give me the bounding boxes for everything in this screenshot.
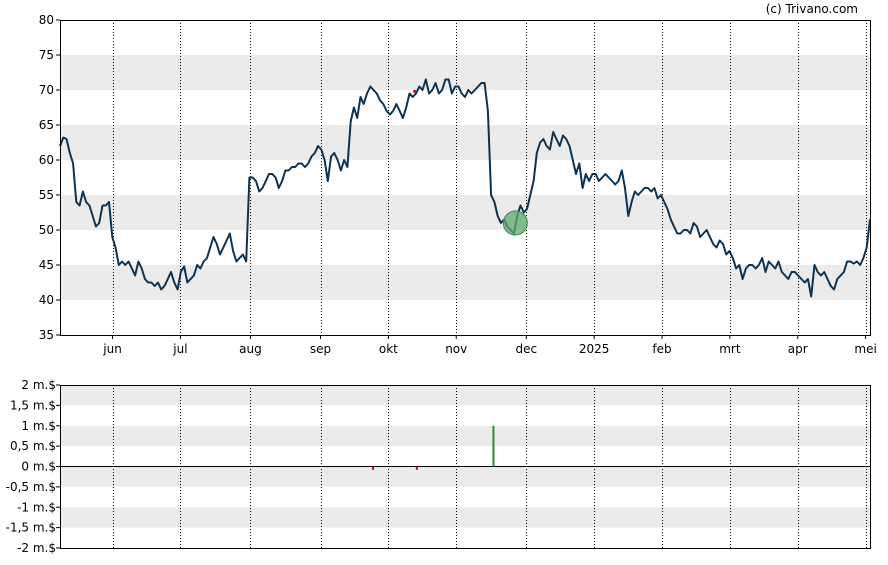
price-x-tick-labels: jun jul aug sep okt nov dec 2025 feb mrt apr mei — [102, 335, 877, 356]
volume-bands — [60, 385, 870, 528]
price-x-tick-label-6: dec — [515, 342, 537, 356]
price-x-tick-label-1: jul — [172, 342, 187, 356]
volume-band-2 — [60, 466, 870, 487]
price-bands — [60, 55, 870, 300]
price-y-tick-label-0: 80 — [39, 13, 54, 27]
price-x-tick-label-7: 2025 — [579, 342, 610, 356]
price-markers — [413, 89, 528, 236]
price-y-tick-label-6: 50 — [39, 223, 54, 237]
dividend-marker-dot — [413, 89, 417, 93]
credit-label: (c) Trivano.com — [766, 2, 858, 16]
volume-bars — [60, 425, 870, 470]
price-x-tick-label-8: feb — [652, 342, 671, 356]
price-x-tick-label-10: apr — [788, 342, 808, 356]
volume-y-tick-label-7: -1,5 m.$ — [6, 521, 56, 535]
volume-band-3 — [60, 507, 870, 528]
event-marker-circle — [502, 210, 528, 236]
price-plot-frame — [60, 20, 871, 336]
price-x-tick-label-5: nov — [445, 342, 467, 356]
volume-band-0 — [60, 385, 870, 406]
price-y-tick-label-5: 55 — [39, 188, 54, 202]
volume-y-tick-label-1: 1,5 m.$ — [10, 398, 56, 412]
price-band-2 — [60, 195, 870, 230]
price-x-tick-label-0: jun — [102, 342, 122, 356]
volume-y-tick-label-6: -1 m.$ — [17, 500, 56, 514]
price-line-group — [59, 78, 871, 298]
volume-y-tick-label-2: 1 m.$ — [21, 419, 56, 433]
price-frame — [60, 20, 871, 336]
volume-frame — [60, 385, 871, 549]
price-y-tick-label-9: 35 — [39, 328, 54, 342]
volume-y-tick-label-3: 0,5 m.$ — [10, 439, 56, 453]
volume-y-tick-labels: 2 m.$ 1,5 m.$ 1 m.$ 0,5 m.$ 0 m.$ -0,5 m.$ -1 … — [6, 378, 60, 555]
price-x-tick-label-4: okt — [379, 342, 398, 356]
price-x-tick-label-11: mei — [854, 342, 876, 356]
volume-plot-frame — [60, 385, 871, 549]
price-band-0 — [60, 55, 870, 90]
price-y-tick-label-7: 45 — [39, 258, 54, 272]
price-x-tick-label-9: mrt — [719, 342, 741, 356]
price-y-tick-label-1: 75 — [39, 48, 54, 62]
price-x-tick-label-3: sep — [310, 342, 331, 356]
price-y-tick-labels: 80 75 70 65 60 55 50 45 40 35 — [39, 13, 60, 342]
price-series-line — [59, 78, 871, 298]
volume-band-1 — [60, 425, 870, 447]
price-y-tick-label-2: 70 — [39, 83, 54, 97]
volume-y-tick-label-5: -0,5 m.$ — [6, 480, 56, 494]
volume-y-tick-label-4: 0 m.$ — [21, 460, 56, 474]
price-y-tick-label-4: 60 — [39, 153, 54, 167]
price-x-tick-label-2: aug — [239, 342, 262, 356]
price-band-1 — [60, 125, 870, 160]
volume-y-tick-label-8: -2 m.$ — [17, 541, 56, 555]
price-y-tick-label-3: 65 — [39, 118, 54, 132]
price-y-tick-label-8: 40 — [39, 293, 54, 307]
volume-y-tick-label-0: 2 m.$ — [21, 378, 56, 392]
